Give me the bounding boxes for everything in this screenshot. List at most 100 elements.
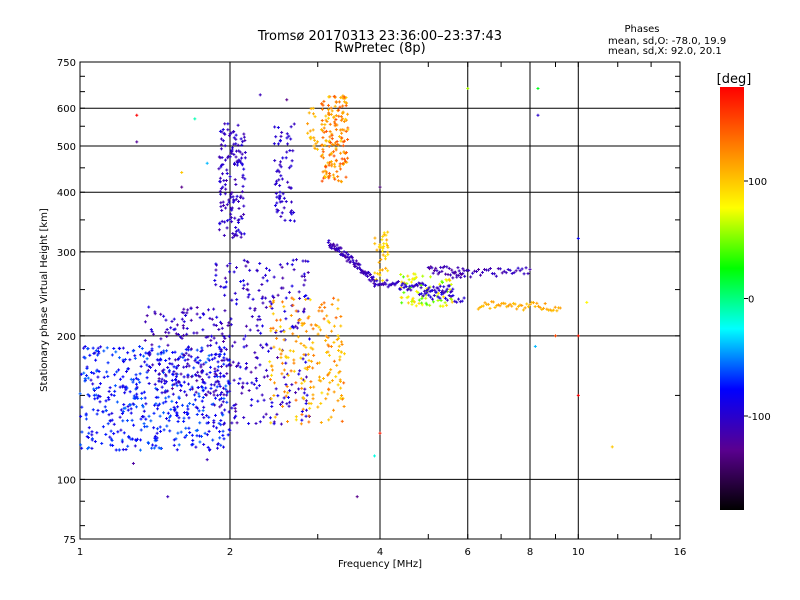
data-point — [276, 394, 280, 398]
data-point — [236, 228, 240, 232]
data-point — [195, 434, 199, 438]
data-point — [327, 321, 331, 325]
data-point — [297, 372, 301, 376]
data-point — [144, 351, 148, 355]
data-point — [148, 353, 152, 357]
data-point — [244, 362, 248, 366]
trace-point — [417, 293, 421, 297]
sparse-point — [576, 334, 580, 338]
data-point — [86, 376, 90, 380]
data-point — [230, 298, 234, 302]
data-point — [119, 408, 123, 412]
data-point — [86, 436, 90, 440]
data-point — [162, 314, 166, 318]
data-point — [238, 377, 242, 381]
data-point — [386, 250, 390, 254]
data-point — [193, 398, 197, 402]
data-point — [182, 416, 186, 420]
data-point — [104, 409, 108, 413]
data-point — [279, 356, 283, 360]
data-point — [110, 418, 114, 422]
data-point — [234, 229, 238, 233]
data-point — [153, 403, 157, 407]
trace-point — [514, 269, 518, 273]
data-point — [198, 440, 202, 444]
data-point — [299, 376, 303, 380]
data-point — [282, 330, 286, 334]
data-point — [275, 412, 279, 416]
trace-point — [481, 270, 485, 274]
data-point — [205, 433, 209, 437]
trace-point — [399, 287, 403, 291]
data-point — [223, 309, 227, 313]
data-point — [338, 370, 342, 374]
data-point — [311, 327, 315, 331]
data-point — [328, 135, 332, 139]
data-point — [300, 409, 304, 413]
trace-point — [523, 306, 527, 310]
data-point — [245, 381, 249, 385]
data-point — [223, 276, 227, 280]
trace-point — [358, 263, 362, 267]
data-point — [206, 445, 210, 449]
data-point — [297, 387, 301, 391]
trace-point — [503, 302, 507, 306]
data-point — [268, 360, 272, 364]
data-point — [198, 421, 202, 425]
data-point — [122, 431, 126, 435]
data-point — [240, 216, 244, 220]
sparse-point — [610, 445, 614, 449]
data-point — [218, 179, 222, 183]
data-point — [285, 402, 289, 406]
data-point — [270, 405, 274, 409]
data-point — [341, 162, 345, 166]
data-point — [270, 302, 274, 306]
data-point — [198, 316, 202, 320]
data-point — [106, 361, 110, 365]
data-point — [214, 373, 218, 377]
data-point — [445, 303, 449, 307]
data-point — [164, 358, 168, 362]
data-point — [346, 128, 350, 132]
data-point — [96, 346, 100, 350]
data-point — [121, 375, 125, 379]
data-point — [128, 403, 132, 407]
data-point — [405, 296, 409, 300]
trace-point — [421, 282, 425, 286]
data-point — [342, 100, 346, 104]
data-point — [234, 402, 238, 406]
trace-point — [525, 302, 529, 306]
data-point — [342, 404, 346, 408]
data-point — [187, 382, 191, 386]
data-point — [126, 351, 130, 355]
data-point — [411, 296, 415, 300]
data-point — [376, 272, 380, 276]
data-point — [158, 414, 162, 418]
trace-point — [494, 274, 498, 278]
data-point — [203, 431, 207, 435]
data-point — [441, 295, 445, 299]
data-point — [133, 356, 137, 360]
data-point — [217, 380, 221, 384]
data-point — [162, 428, 166, 432]
trace-point — [498, 304, 502, 308]
data-point — [138, 372, 142, 376]
data-point — [112, 432, 116, 436]
data-point — [264, 266, 268, 270]
data-point — [223, 293, 227, 297]
data-point — [172, 438, 176, 442]
data-point — [169, 407, 173, 411]
data-point — [243, 139, 247, 143]
data-point — [167, 331, 171, 335]
trace-point — [351, 258, 355, 262]
data-point — [147, 351, 151, 355]
sparse-point — [378, 431, 382, 435]
data-point — [304, 414, 308, 418]
trace-point — [558, 306, 562, 310]
data-point — [240, 190, 244, 194]
data-point — [278, 196, 282, 200]
data-point — [431, 300, 435, 304]
data-point — [265, 279, 269, 283]
trace-point — [458, 300, 462, 304]
data-point — [146, 368, 150, 372]
